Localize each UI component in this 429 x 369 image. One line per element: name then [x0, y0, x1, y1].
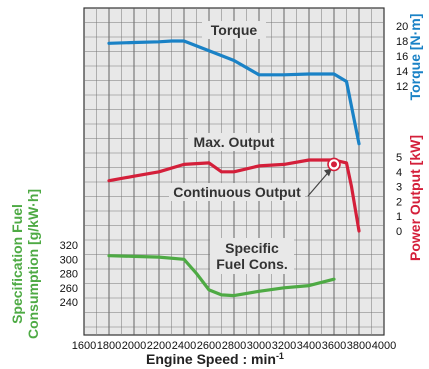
x-tick-label: 1800: [97, 340, 121, 352]
x-tick-label: 3200: [272, 340, 296, 352]
fuel-tick-label: 320: [60, 240, 78, 252]
annotation-background: [210, 238, 294, 274]
continuous-output-marker-dot: [331, 161, 337, 168]
x-tick-label: 3600: [322, 340, 346, 352]
annotation-background: [169, 183, 305, 201]
annotation-label: Torque: [202, 21, 266, 39]
fuel-tick-label: 280: [60, 269, 78, 281]
x-axis-ticks: 1600 1800 2000 2200 2400 2600 2800 3000 3200 3400…: [72, 340, 396, 352]
x-axis-title: Engine Speed : min-1: [146, 351, 284, 367]
torque-tick-label: 12: [396, 81, 408, 93]
x-tick-label: 2200: [147, 340, 171, 352]
x-tick-label: 3000: [247, 340, 271, 352]
torque-tick-label: 16: [396, 51, 408, 63]
annotation-text: Continuous Output: [173, 184, 301, 200]
axis-titles: Engine Speed : min-1 Torque [N·m] Power Ou…: [9, 14, 423, 367]
annotation-label: Continuous Output: [169, 183, 305, 201]
power-tick-label: 0: [396, 226, 402, 238]
power-tick-label: 5: [396, 152, 402, 164]
power-tick-label: 3: [396, 182, 402, 194]
annotations: Torque Max. Output Continuous Output Specif…: [169, 21, 341, 274]
series-lines: [107, 39, 361, 298]
x-tick-label: 2800: [222, 340, 246, 352]
x-tick-label: 3800: [347, 340, 371, 352]
fuel-tick-label: 240: [60, 297, 78, 309]
annotation-leader-line: [307, 170, 331, 197]
series-line-torque: [107, 39, 361, 146]
x-tick-label: 1600: [72, 340, 96, 352]
fuel-tick-label: 300: [60, 254, 78, 266]
annotation-text: Torque: [211, 22, 258, 38]
power-tick-label: 4: [396, 167, 402, 179]
power-tick-label: 1: [396, 211, 402, 223]
torque-tick-label: 14: [396, 66, 408, 78]
series-line-fuel: [107, 254, 336, 298]
x-tick-label: 2000: [122, 340, 146, 352]
fuel-tick-label: 260: [60, 283, 78, 295]
annotation-text: Fuel Cons.: [216, 256, 288, 272]
grid: [83, 7, 385, 336]
x-tick-label: 4000: [372, 340, 396, 352]
annotation-label: Max. Output: [188, 133, 280, 151]
x-tick-label: 2400: [172, 340, 196, 352]
torque-tick-label: 20: [396, 21, 408, 33]
power-tick-label: 2: [396, 196, 402, 208]
fuel-axis-title: Specification FuelConsumption [g/kW·h]: [9, 189, 41, 339]
annotation-text: Max. Output: [194, 134, 275, 150]
torque-tick-label: 18: [396, 36, 408, 48]
annotation-background: [202, 21, 266, 39]
annotation-background: [188, 133, 280, 151]
power-axis-title: Power Output [kW]: [407, 135, 423, 261]
x-tick-label: 2600: [197, 340, 221, 352]
torque-axis-title: Torque [N·m]: [407, 14, 423, 101]
series-line-power: [107, 158, 361, 233]
annotation-arrowhead: [324, 168, 332, 177]
annotation-text: Specific: [225, 240, 279, 256]
x-tick-label: 3400: [297, 340, 321, 352]
